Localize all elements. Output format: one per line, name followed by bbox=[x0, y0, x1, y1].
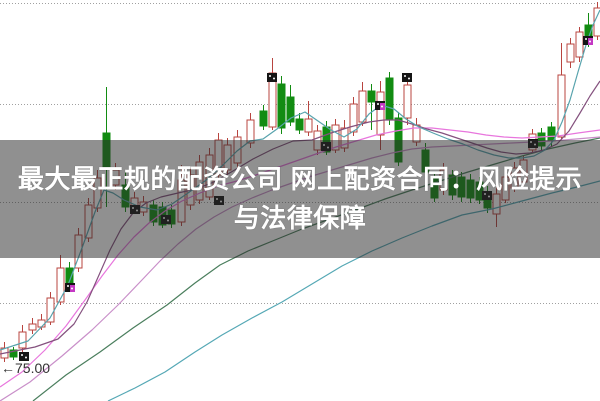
headline-overlay: 最大最正规的配资公司 网上配资合同：风险提示 与法律保障 bbox=[0, 140, 600, 258]
price-annotation: ←75.00 bbox=[1, 360, 51, 376]
headline-line2: 与法律保障 bbox=[233, 203, 367, 233]
headline-line1: 最大最正规的配资公司 网上配资合同：风险提示 bbox=[17, 164, 583, 194]
